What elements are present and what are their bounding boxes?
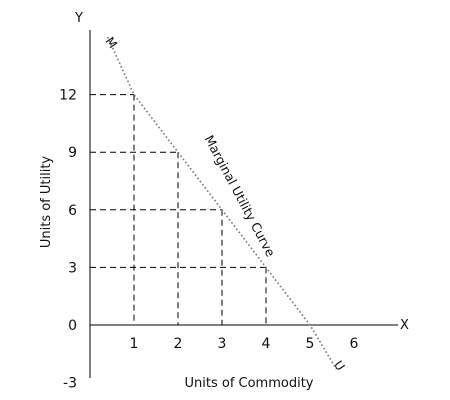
curve-start-label: M — [103, 34, 120, 51]
x-tick-label: 4 — [262, 336, 271, 352]
marginal-utility-curve-label: Marginal Utility Curve — [202, 133, 279, 260]
x-axis-name: X — [400, 318, 409, 333]
curve-end-label: U — [331, 358, 348, 373]
y-axis-label: Units of Utility — [39, 156, 54, 249]
x-tick-label: 2 — [174, 336, 183, 352]
y-tick-label: 0 — [68, 318, 77, 334]
x-tick-label: 6 — [350, 336, 359, 352]
guide-lines — [90, 94, 267, 325]
y-tick-label: -3 — [63, 376, 77, 392]
y-tick-label: 6 — [68, 203, 77, 219]
x-axis-label: Units of Commodity — [185, 376, 314, 391]
x-tick-label: 1 — [130, 336, 139, 352]
x-tick-label: 5 — [306, 336, 315, 352]
y-axis-name: Y — [74, 11, 83, 26]
y-tick-label: 3 — [68, 260, 77, 276]
x-tick-label: 3 — [218, 336, 227, 352]
marginal-utility-curve-line — [106, 36, 338, 370]
y-tick-label: 12 — [59, 88, 77, 104]
y-tick-label: 9 — [68, 145, 77, 161]
